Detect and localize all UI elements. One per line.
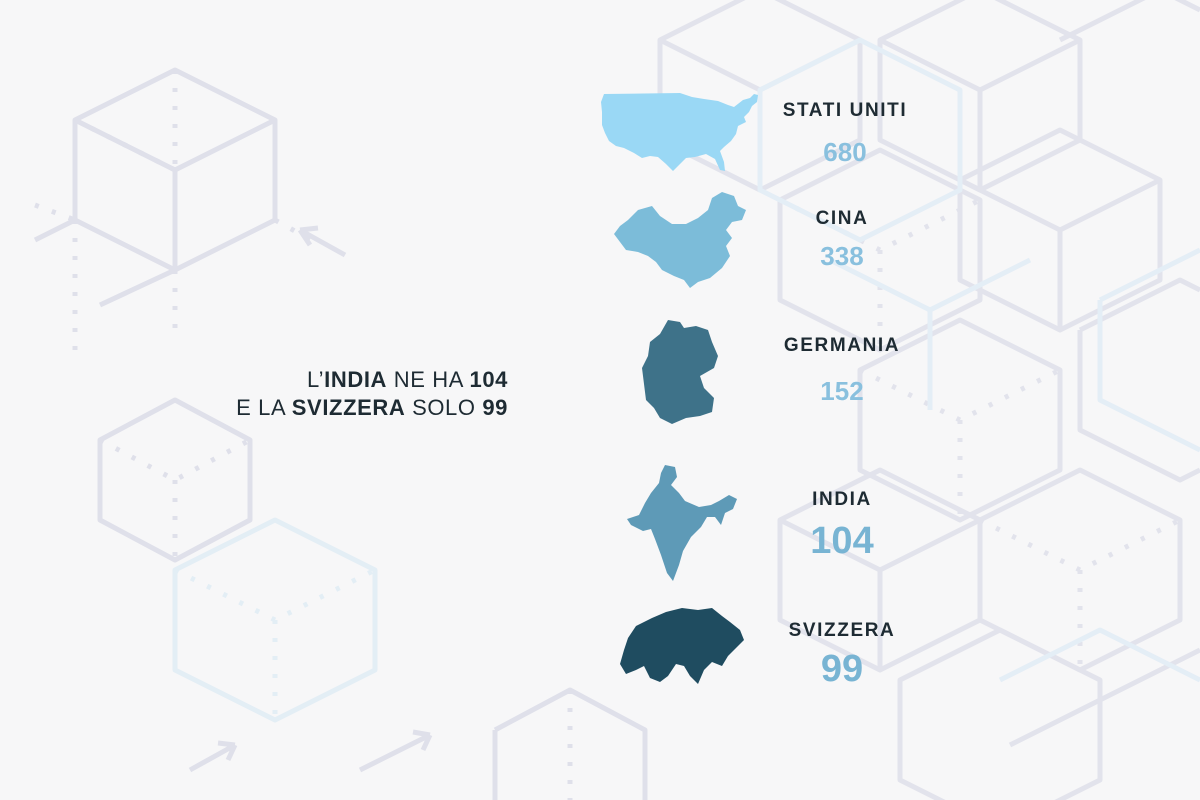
country-usa	[600, 90, 762, 175]
usa-map-icon	[601, 93, 758, 171]
country-switzerland	[618, 604, 746, 690]
usa-map-shape	[601, 93, 758, 171]
country-germany	[640, 318, 724, 426]
germany-map-shape	[642, 320, 718, 424]
country-value-switzerland: 99	[820, 648, 864, 690]
china-map-shape	[614, 192, 746, 288]
headline-line-2-middle: SOLO	[405, 395, 483, 420]
india-map-shape	[627, 465, 737, 581]
headline: L’INDIA NE HA 104 E LA SVIZZERA SOLO 99	[236, 366, 508, 422]
country-value-germany: 152	[820, 376, 864, 406]
headline-line-2-value: 99	[482, 395, 508, 420]
india-map-icon	[627, 465, 737, 581]
headline-line-1-middle: NE HA	[387, 367, 470, 392]
headline-line-1-value: 104	[469, 367, 508, 392]
country-india	[625, 463, 741, 585]
country-name-usa: STATI UNITI	[782, 100, 908, 121]
germany-map-icon	[642, 320, 718, 424]
country-name-china: CINA	[815, 208, 869, 229]
switzerland-map-icon	[620, 608, 744, 684]
country-name-switzerland: SVIZZERA	[788, 620, 896, 641]
country-china	[612, 190, 750, 290]
headline-line-2-country: SVIZZERA	[291, 395, 406, 420]
country-name-germany: GERMANIA	[783, 335, 901, 356]
headline-line-1-country: INDIA	[324, 367, 388, 392]
headline-line-1: L’INDIA NE HA 104	[236, 366, 508, 394]
country-value-india: 104	[810, 520, 874, 562]
china-map-icon	[614, 192, 746, 288]
headline-line-2-prefix: E LA	[236, 395, 292, 420]
switzerland-map-shape	[620, 608, 744, 684]
headline-line-2: E LA SVIZZERA SOLO 99	[236, 394, 508, 422]
country-value-china: 338	[820, 241, 864, 271]
country-value-usa: 680	[823, 137, 867, 167]
country-name-india: INDIA	[812, 489, 872, 510]
headline-line-1-prefix: L’	[307, 367, 325, 392]
